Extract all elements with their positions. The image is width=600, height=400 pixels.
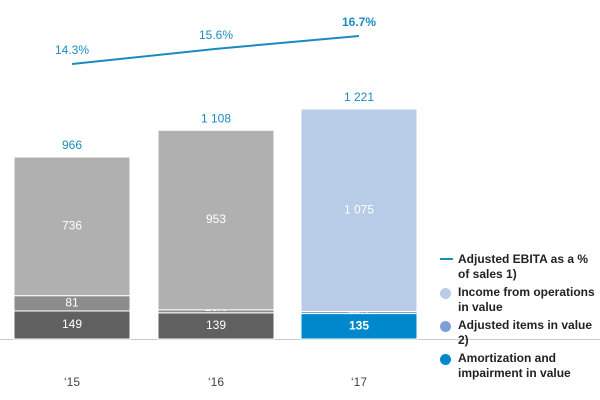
legend-item: Adjusted EBITA as a % of sales 1): [440, 252, 600, 282]
x-tick-label: ‘17: [351, 375, 367, 389]
legend-label: Income from operations in value: [458, 285, 595, 314]
total-label: 966: [62, 138, 82, 152]
legend-label: Adjusted EBITA as a % of sales 1): [458, 252, 589, 281]
line-label: 16.7%: [342, 15, 376, 29]
bar-segment: [300, 108, 418, 312]
x-tick-label: ‘15: [64, 375, 80, 389]
segment-label: 139: [206, 318, 226, 332]
legend-item: Income from operations in value: [440, 285, 600, 315]
segment-label: 953: [206, 212, 226, 226]
line: [71, 35, 360, 65]
x-tick-label: ‘16: [208, 375, 224, 389]
bar-segment: [300, 313, 418, 340]
segment-label: 135: [349, 318, 369, 332]
legend-marker: [440, 354, 451, 365]
total-label: 1 108: [201, 111, 231, 125]
line-label: 15.6%: [199, 28, 233, 42]
segment-label: 1 075: [344, 202, 374, 216]
line-label: 14.3%: [55, 43, 89, 57]
legend-label: Amortization and impairment in value: [458, 351, 571, 380]
legend-marker: [440, 288, 451, 299]
segment-label: 149: [62, 317, 82, 331]
legend-item: Amortization and impairment in value: [440, 351, 600, 381]
legend: Adjusted EBITA as a % of sales 1) Income …: [440, 252, 600, 384]
legend-marker: [440, 321, 451, 332]
legend-item: Adjusted items in value 2): [440, 318, 600, 348]
bar-segment: [13, 156, 131, 297]
legend-label: Adjusted items in value 2): [458, 318, 593, 347]
total-label: 1 221: [344, 90, 374, 104]
legend-marker: [440, 258, 453, 260]
segment-label: 736: [62, 219, 82, 233]
bar-segment: [157, 129, 275, 311]
segment-label: 81: [65, 295, 79, 309]
bar-segment: [13, 310, 131, 340]
